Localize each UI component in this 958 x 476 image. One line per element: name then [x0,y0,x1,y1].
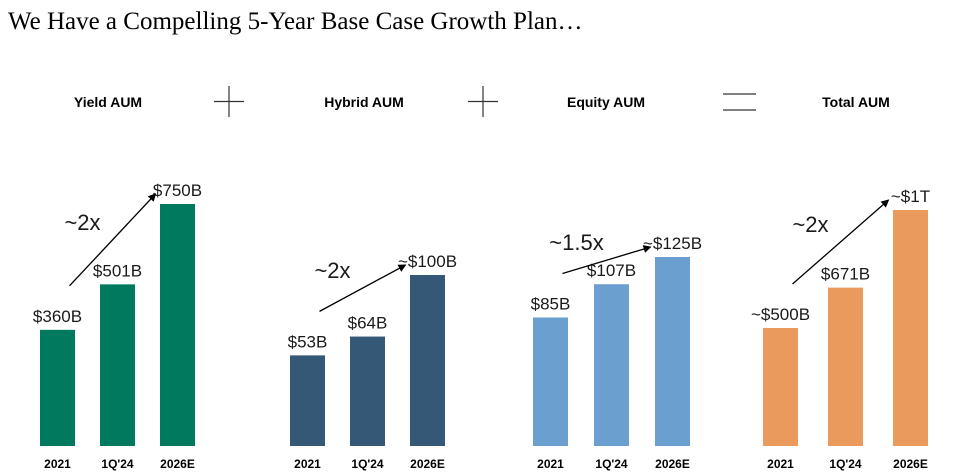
hybrid-value-label-2: ~$100B [398,252,457,271]
yield-value-label-1: $501B [93,261,142,280]
hybrid-bar-0 [290,355,325,446]
equity-tick-label-1: 1Q'24 [595,457,628,471]
hybrid-tick-label-2: 2026E [410,457,445,471]
yield-bar-1 [100,284,135,446]
yield-value-label-0: $360B [33,307,82,326]
hybrid-growth-multiple: ~2x [314,258,350,283]
equals-operator [723,93,756,111]
plus-operator-1 [214,86,244,117]
equity-value-label-0: $85B [531,294,571,313]
header-total-aum: Total AUM [822,94,890,110]
total-value-label-0: ~$500B [751,305,810,324]
total-tick-label-0: 2021 [767,457,794,471]
total-growth-multiple: ~2x [792,212,828,237]
yield-growth-multiple: ~2x [64,210,100,235]
hybrid-bar-2 [410,275,445,446]
header-equity-aum: Equity AUM [566,94,646,110]
total-tick-label-1: 1Q'24 [829,457,862,471]
total-tick-label-2: 2026E [893,457,928,471]
hybrid-growth-arrow [319,264,407,312]
equity-value-label-1: $107B [587,261,636,280]
equity-tick-label-2: 2026E [655,457,690,471]
hybrid-tick-label-1: 1Q'24 [351,457,384,471]
equity-growth-multiple: ~1.5x [549,230,603,255]
total-value-label-2: ~$1T [891,187,930,206]
total-bar-1 [828,287,863,446]
yield-value-label-2: $750B [153,181,202,200]
yield-tick-label-1: 1Q'24 [101,457,134,471]
yield-bar-0 [40,329,75,446]
total-bar-2 [893,210,928,446]
yield-bar-2 [160,204,195,446]
yield-tick-label-0: 2021 [44,457,71,471]
header-yield-aum: Yield AUM [73,94,143,110]
equity-growth-arrow [562,245,652,275]
equity-value-label-2: ~$125B [643,234,702,253]
operators [214,86,756,117]
equity-bar-0 [533,317,568,446]
hybrid-value-label-0: $53B [288,332,328,351]
plus-operator-2 [468,86,498,117]
hybrid-value-label-1: $64B [348,314,388,333]
total-bar-0 [763,328,798,446]
yield-growth-arrow [69,193,157,287]
hybrid-bar-1 [350,336,385,446]
yield-tick-label-2: 2026E [160,457,195,471]
equity-bar-2 [655,257,690,446]
header-hybrid-aum: Hybrid AUM [324,94,404,110]
hybrid-tick-label-0: 2021 [294,457,321,471]
equity-tick-label-0: 2021 [537,457,564,471]
equity-bar-1 [594,284,629,446]
total-value-label-1: $671B [821,265,870,284]
page-title: We Have a Compelling 5-Year Base Case Gr… [8,8,583,35]
total-growth-arrow [792,199,890,285]
